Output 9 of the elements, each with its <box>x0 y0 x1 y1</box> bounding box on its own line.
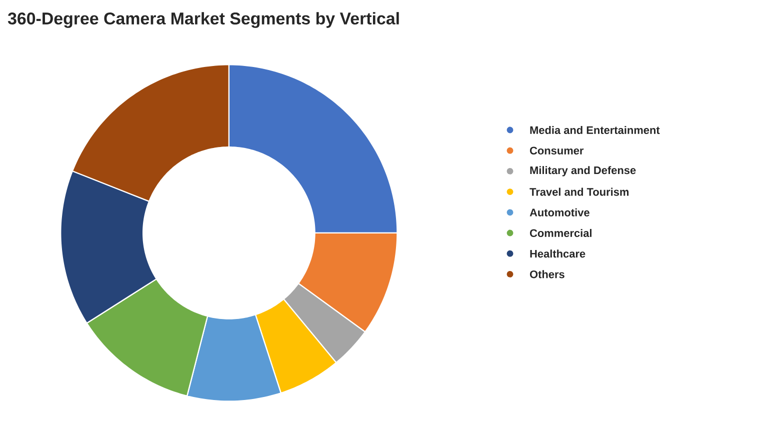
legend-label: Automotive <box>530 208 590 216</box>
legend-label: Consumer <box>530 146 584 154</box>
legend-label: Healthcare <box>530 250 586 258</box>
legend-label: Others <box>530 270 564 278</box>
legend-label: Military and Defense <box>530 166 636 176</box>
legend-label: Commercial <box>530 228 592 238</box>
legend-label: Travel and Tourism <box>530 188 629 196</box>
chart-title: 360-Degree Camera Market Segments by Vertical <box>8 12 399 28</box>
legend-label: Media and Entertainment <box>530 126 660 134</box>
